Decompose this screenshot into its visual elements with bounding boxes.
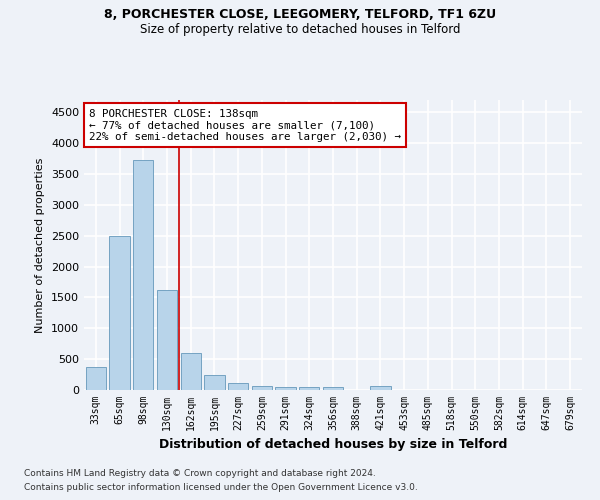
X-axis label: Distribution of detached houses by size in Telford: Distribution of detached houses by size … bbox=[159, 438, 507, 452]
Text: Contains public sector information licensed under the Open Government Licence v3: Contains public sector information licen… bbox=[24, 484, 418, 492]
Text: 8, PORCHESTER CLOSE, LEEGOMERY, TELFORD, TF1 6ZU: 8, PORCHESTER CLOSE, LEEGOMERY, TELFORD,… bbox=[104, 8, 496, 20]
Bar bbox=[323, 387, 343, 390]
Text: Size of property relative to detached houses in Telford: Size of property relative to detached ho… bbox=[140, 22, 460, 36]
Bar bbox=[205, 375, 224, 390]
Text: Contains HM Land Registry data © Crown copyright and database right 2024.: Contains HM Land Registry data © Crown c… bbox=[24, 468, 376, 477]
Bar bbox=[228, 383, 248, 390]
Bar bbox=[181, 353, 201, 390]
Bar bbox=[252, 386, 272, 390]
Bar bbox=[275, 387, 296, 390]
Bar bbox=[370, 386, 391, 390]
Bar bbox=[109, 236, 130, 390]
Bar bbox=[157, 290, 177, 390]
Bar bbox=[133, 160, 154, 390]
Y-axis label: Number of detached properties: Number of detached properties bbox=[35, 158, 46, 332]
Text: 8 PORCHESTER CLOSE: 138sqm
← 77% of detached houses are smaller (7,100)
22% of s: 8 PORCHESTER CLOSE: 138sqm ← 77% of deta… bbox=[89, 108, 401, 142]
Bar bbox=[86, 367, 106, 390]
Bar bbox=[299, 387, 319, 390]
